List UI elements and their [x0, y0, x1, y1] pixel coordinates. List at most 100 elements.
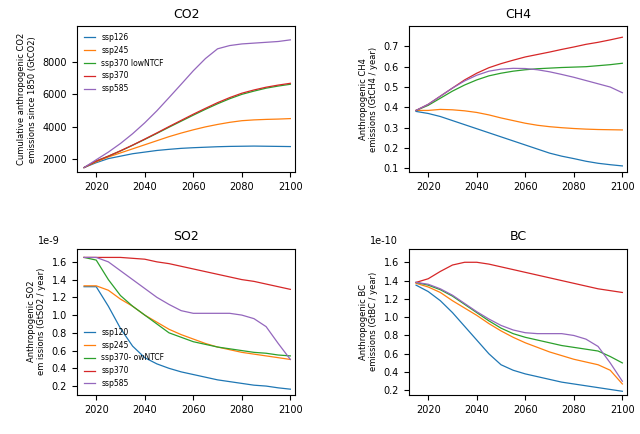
ssp370 [238, 277, 246, 282]
ssp120 [141, 355, 148, 360]
ssp245 [153, 319, 161, 325]
Line: ssp370: ssp370 [84, 257, 291, 289]
Title: CO2: CO2 [173, 8, 199, 21]
ssp370 [238, 91, 246, 96]
ssp245 [275, 355, 282, 360]
ssp585 [104, 149, 112, 155]
ssp120 [275, 385, 282, 391]
ssp245 [104, 155, 112, 160]
ssp126 [141, 149, 148, 155]
ssp120 [238, 381, 246, 386]
Title: SO2: SO2 [173, 230, 199, 243]
ssp245 [287, 357, 294, 362]
ssp370- owNTCF [129, 304, 136, 309]
ssp585 [153, 108, 161, 113]
ssp370- owNTCF [165, 330, 173, 335]
Line: ssp245: ssp245 [84, 118, 291, 168]
ssp585 [92, 157, 100, 162]
ssp370 lowNTCF [238, 92, 246, 97]
ssp585 [129, 131, 136, 136]
ssp370 lowNTCF [250, 89, 258, 94]
ssp370 lowNTCF [189, 112, 197, 118]
ssp126 [202, 145, 209, 150]
ssp245 [141, 312, 148, 318]
Y-axis label: Anthropogenic CH4
emissions (GtCH4 / year): Anthropogenic CH4 emissions (GtCH4 / yea… [359, 47, 378, 152]
ssp370 [129, 256, 136, 261]
ssp585 [165, 95, 173, 100]
ssp245 [165, 327, 173, 332]
ssp126 [153, 148, 161, 153]
ssp370 [189, 266, 197, 272]
Y-axis label: Anthropogenic SO2
em issions (GtSO2 / year): Anthropogenic SO2 em issions (GtSO2 / ye… [27, 268, 46, 375]
ssp585 [250, 316, 258, 321]
Title: BC: BC [509, 230, 527, 243]
ssp585 [287, 37, 294, 43]
ssp370- owNTCF [287, 353, 294, 358]
ssp126 [250, 144, 258, 149]
ssp370- owNTCF [214, 345, 221, 350]
ssp370- owNTCF [262, 351, 270, 356]
ssp126 [177, 146, 185, 151]
ssp370 lowNTCF [116, 148, 124, 154]
ssp370 [214, 100, 221, 105]
ssp126 [92, 160, 100, 165]
ssp370 [275, 284, 282, 289]
ssp120 [129, 344, 136, 349]
ssp370 lowNTCF [141, 137, 148, 142]
Line: ssp245: ssp245 [84, 286, 291, 359]
ssp245 [214, 122, 221, 127]
Line: ssp126: ssp126 [84, 146, 291, 168]
ssp370 [226, 95, 234, 100]
ssp370 [129, 142, 136, 148]
ssp585 [177, 82, 185, 87]
ssp245 [92, 283, 100, 289]
ssp245 [177, 332, 185, 337]
Line: ssp585: ssp585 [84, 40, 291, 168]
ssp245 [250, 352, 258, 357]
ssp370 [287, 81, 294, 86]
ssp120 [153, 361, 161, 366]
ssp120 [92, 284, 100, 289]
ssp245 [262, 353, 270, 358]
ssp370- owNTCF [238, 348, 246, 353]
ssp370 [202, 106, 209, 111]
ssp370 [80, 165, 88, 170]
ssp585 [202, 311, 209, 316]
ssp120 [80, 284, 88, 289]
ssp370 [104, 255, 112, 260]
Line: ssp585: ssp585 [84, 257, 291, 359]
ssp370- owNTCF [226, 346, 234, 352]
ssp370 [262, 281, 270, 286]
ssp126 [165, 147, 173, 152]
ssp245 [80, 165, 88, 170]
ssp245 [238, 350, 246, 355]
ssp585 [80, 165, 88, 170]
ssp370- owNTCF [189, 339, 197, 344]
ssp245 [262, 117, 270, 122]
ssp370 [177, 118, 185, 123]
ssp126 [226, 144, 234, 149]
ssp585 [141, 120, 148, 125]
ssp370 lowNTCF [262, 85, 270, 91]
ssp120 [116, 326, 124, 331]
ssp370- owNTCF [153, 321, 161, 326]
ssp585 [116, 141, 124, 146]
ssp370 [153, 130, 161, 135]
ssp120 [214, 377, 221, 382]
ssp245 [92, 159, 100, 164]
Y-axis label: Anthropogenic BC
emissions (GtBC / year): Anthropogenic BC emissions (GtBC / year) [359, 272, 378, 372]
ssp120 [202, 375, 209, 380]
ssp370 lowNTCF [165, 125, 173, 130]
ssp120 [226, 379, 234, 384]
ssp585 [153, 295, 161, 300]
ssp585 [287, 357, 294, 362]
ssp370- owNTCF [116, 293, 124, 298]
ssp370 [141, 136, 148, 141]
ssp370- owNTCF [250, 350, 258, 355]
ssp370 [92, 158, 100, 164]
ssp370 [226, 274, 234, 279]
Title: CH4: CH4 [505, 8, 531, 21]
ssp585 [226, 311, 234, 316]
ssp585 [238, 41, 246, 46]
ssp245 [116, 150, 124, 155]
